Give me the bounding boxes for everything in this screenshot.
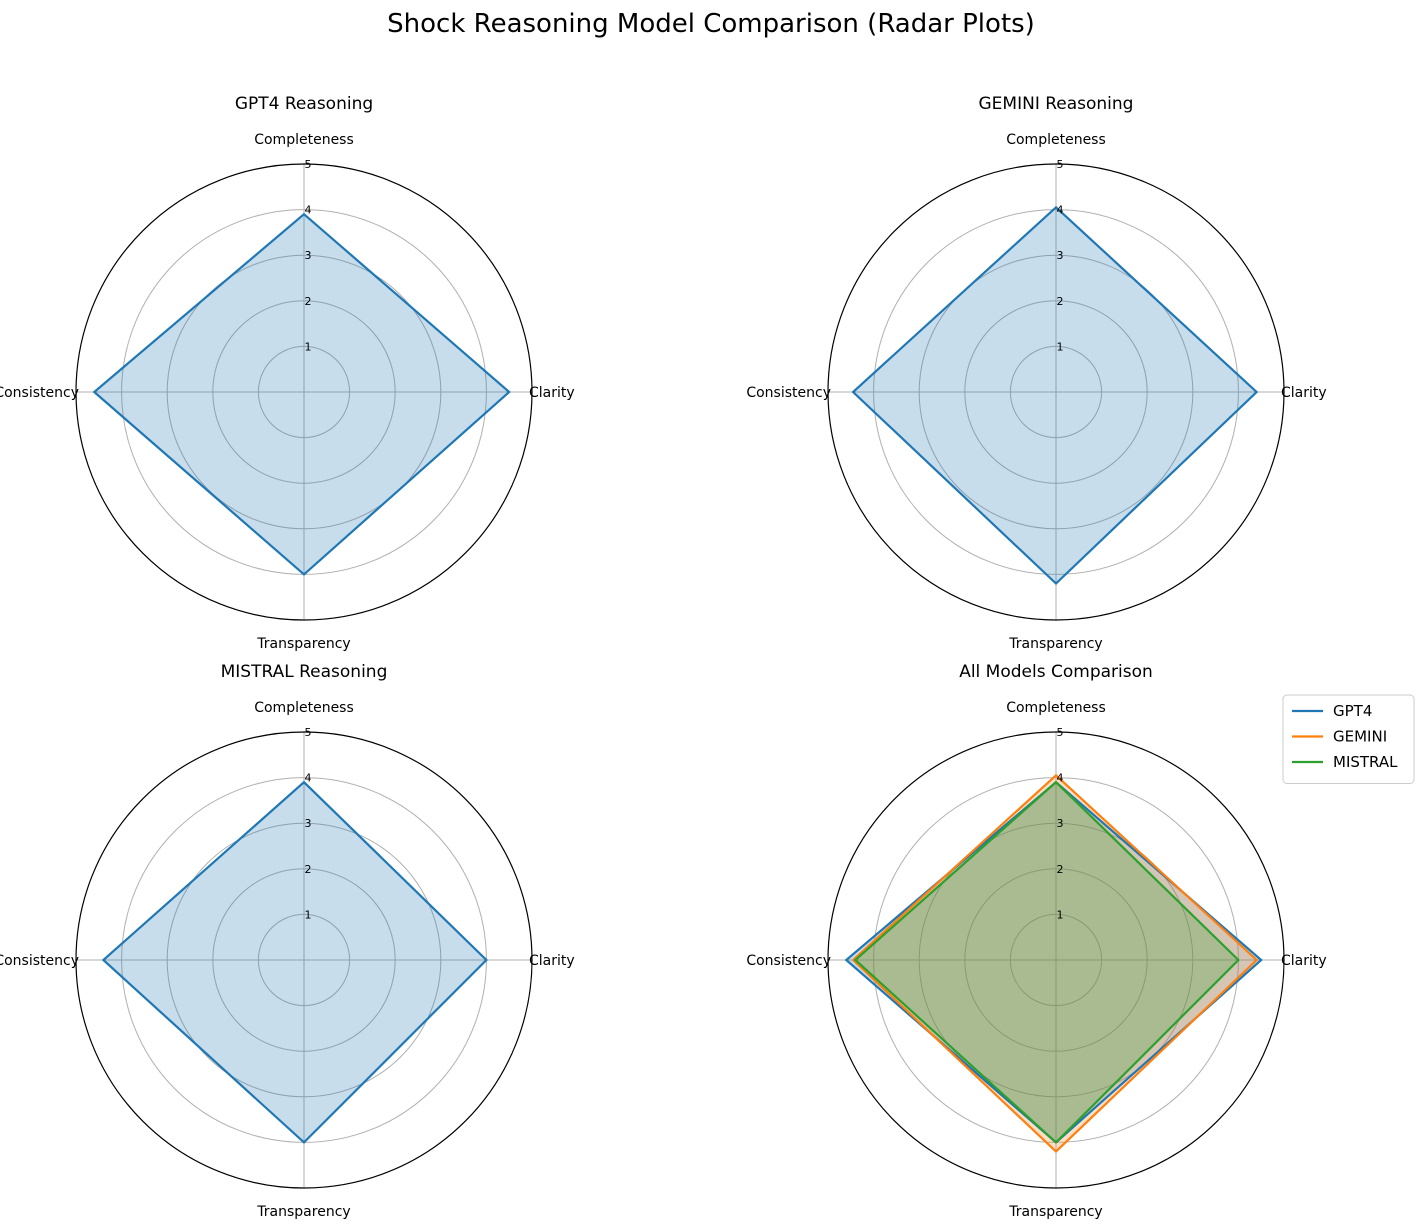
- radial-tick-label: 1: [305, 908, 312, 921]
- category-label: Consistency: [746, 385, 831, 401]
- category-label: Transparency: [1008, 636, 1102, 652]
- outer-frame: [75, 163, 533, 621]
- radial-tick-label: 4: [1057, 204, 1064, 217]
- radial-tick-label: 5: [1057, 726, 1064, 739]
- outer-frame: [75, 731, 533, 1189]
- chart-title: MISTRAL Reasoning: [221, 662, 388, 682]
- category-label: Completeness: [254, 700, 354, 716]
- series-line-gemini: [851, 773, 1259, 1154]
- outer-frame: [827, 163, 1285, 621]
- legend-entry-gemini: GEMINI: [1333, 728, 1387, 746]
- radial-tick-label: 1: [1057, 908, 1064, 921]
- category-label: Consistency: [0, 953, 79, 969]
- category-label: Clarity: [1281, 385, 1327, 401]
- radar-chart-1: GPT4 Reasoning 1 2 3 4 5 Completeness Clarity Tr…: [0, 94, 575, 652]
- radial-tick-label: 1: [305, 340, 312, 353]
- radial-tick-label: 1: [1057, 340, 1064, 353]
- radar-chart-2: GEMINI Reasoning 1 2 3 4 5 Completeness Clarity…: [746, 94, 1326, 652]
- radial-tick-label: 3: [1057, 249, 1064, 262]
- radar-chart-3: MISTRAL Reasoning 1 2 3 4 5 Completeness Clarit…: [0, 662, 575, 1220]
- radial-tick-label: 4: [305, 772, 312, 785]
- legend-entry-mistral: MISTRAL: [1333, 753, 1398, 771]
- category-label: Consistency: [0, 385, 79, 401]
- radial-tick-label: 4: [1057, 772, 1064, 785]
- radial-tick-label: 4: [305, 204, 312, 217]
- radial-tick-label: 5: [305, 726, 312, 739]
- series-fill-mistral: [855, 782, 1239, 1143]
- chart-title: All Models Comparison: [959, 662, 1153, 682]
- category-label: Consistency: [746, 953, 831, 969]
- radial-tick-label: 5: [305, 158, 312, 171]
- chart-title: GEMINI Reasoning: [979, 94, 1134, 114]
- radar-chart-4: All Models Comparison 1 2 3 4 5 Completeness Cl…: [746, 662, 1415, 1220]
- legend-entry-gpt4: GPT4: [1333, 702, 1372, 720]
- category-label: Completeness: [254, 132, 354, 148]
- chart-title: GPT4 Reasoning: [235, 94, 373, 114]
- radial-tick-label: 2: [1057, 295, 1064, 308]
- radial-tick-label: 3: [1057, 817, 1064, 830]
- series-fill-series: [103, 782, 487, 1143]
- radial-tick-label: 3: [305, 817, 312, 830]
- radial-tick-label: 2: [305, 863, 312, 876]
- category-label: Completeness: [1006, 700, 1106, 716]
- outer-frame: [827, 731, 1285, 1189]
- category-label: Transparency: [256, 1204, 350, 1220]
- category-label: Clarity: [1281, 953, 1327, 969]
- category-label: Completeness: [1006, 132, 1106, 148]
- category-label: Clarity: [529, 953, 575, 969]
- radial-tick-label: 5: [1057, 158, 1064, 171]
- legend: GPT4 GEMINI MISTRAL: [1282, 694, 1415, 784]
- category-label: Transparency: [256, 636, 350, 652]
- radial-tick-label: 2: [305, 295, 312, 308]
- series-line-mistral: [853, 780, 1240, 1144]
- series-line-series: [92, 212, 511, 576]
- figure-title: Shock Reasoning Model Comparison (Radar …: [387, 9, 1035, 39]
- radial-tick-label: 3: [305, 249, 312, 262]
- series-line-series: [851, 205, 1259, 586]
- series-line-series: [101, 780, 488, 1144]
- radial-tick-label: 2: [1057, 863, 1064, 876]
- category-label: Transparency: [1008, 1204, 1102, 1220]
- category-label: Clarity: [529, 385, 575, 401]
